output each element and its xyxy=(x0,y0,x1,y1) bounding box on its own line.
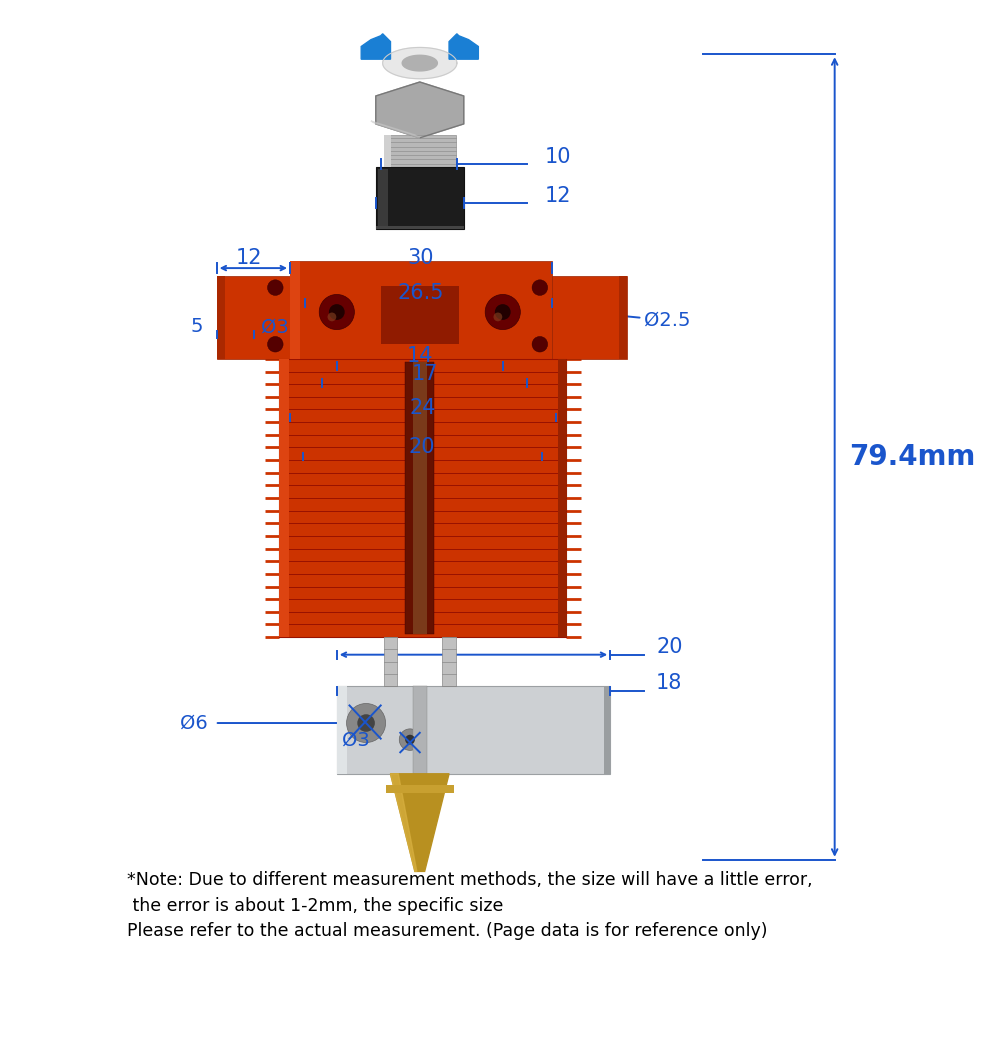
Polygon shape xyxy=(361,34,390,59)
Circle shape xyxy=(357,714,375,732)
Text: 24: 24 xyxy=(409,398,436,418)
Bar xyxy=(558,359,566,637)
Text: 12: 12 xyxy=(236,248,262,269)
Bar xyxy=(290,261,552,359)
Text: the error is about 1-2mm, the specific size: the error is about 1-2mm, the specific s… xyxy=(127,897,503,915)
Text: 5: 5 xyxy=(191,317,203,336)
Bar xyxy=(290,261,300,359)
Bar xyxy=(604,685,610,774)
Polygon shape xyxy=(449,34,478,59)
Bar xyxy=(376,167,464,229)
Text: *Note: Due to different measurement methods, the size will have a little error,: *Note: Due to different measurement meth… xyxy=(127,871,813,890)
Text: 17: 17 xyxy=(411,364,438,384)
Text: 18: 18 xyxy=(656,673,682,693)
Bar xyxy=(384,637,397,685)
Text: 20: 20 xyxy=(656,637,683,656)
Circle shape xyxy=(319,295,354,330)
Text: 30: 30 xyxy=(408,248,434,269)
Polygon shape xyxy=(402,55,437,71)
Bar xyxy=(279,359,289,637)
Text: 14: 14 xyxy=(407,346,433,366)
Circle shape xyxy=(267,280,283,296)
Text: Please refer to the actual measurement. (Page data is for reference only): Please refer to the actual measurement. … xyxy=(127,922,767,941)
Bar xyxy=(217,276,225,359)
Polygon shape xyxy=(376,82,464,138)
Bar xyxy=(279,359,566,637)
Bar xyxy=(381,285,459,344)
Text: Ø3: Ø3 xyxy=(342,730,369,749)
Text: Ø6: Ø6 xyxy=(180,713,208,732)
Bar xyxy=(381,285,459,344)
Polygon shape xyxy=(383,48,457,79)
Bar xyxy=(552,276,627,359)
Bar xyxy=(442,637,456,685)
Text: Ø3: Ø3 xyxy=(261,317,288,336)
Circle shape xyxy=(347,703,386,742)
Bar xyxy=(217,276,290,359)
Bar xyxy=(384,136,456,167)
Bar xyxy=(619,276,627,359)
Text: 20: 20 xyxy=(408,437,435,456)
Circle shape xyxy=(493,312,502,321)
Circle shape xyxy=(495,304,511,320)
Circle shape xyxy=(532,280,548,296)
Polygon shape xyxy=(390,774,449,871)
Bar xyxy=(413,362,427,635)
Text: 10: 10 xyxy=(545,147,571,167)
Polygon shape xyxy=(390,774,417,871)
Bar xyxy=(384,136,391,167)
Circle shape xyxy=(405,735,415,745)
Circle shape xyxy=(267,336,283,352)
Text: 26.5: 26.5 xyxy=(398,283,444,304)
Bar xyxy=(386,785,454,793)
Bar xyxy=(376,226,464,229)
Circle shape xyxy=(329,304,345,320)
Bar xyxy=(378,169,388,227)
Polygon shape xyxy=(371,121,420,138)
Circle shape xyxy=(532,336,548,352)
Text: Ø2.5: Ø2.5 xyxy=(644,310,691,330)
Circle shape xyxy=(399,729,421,751)
Bar xyxy=(246,285,254,354)
Circle shape xyxy=(485,295,520,330)
Bar xyxy=(413,685,427,774)
Text: 12: 12 xyxy=(545,186,571,206)
Bar xyxy=(337,685,347,774)
Bar xyxy=(405,362,434,635)
Bar xyxy=(234,285,242,354)
Bar xyxy=(337,685,610,774)
Circle shape xyxy=(328,312,336,321)
Text: 79.4mm: 79.4mm xyxy=(849,443,976,471)
